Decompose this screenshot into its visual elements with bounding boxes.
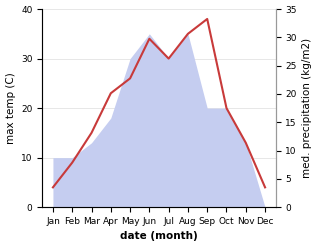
X-axis label: date (month): date (month) xyxy=(120,231,198,242)
Y-axis label: max temp (C): max temp (C) xyxy=(5,72,16,144)
Y-axis label: med. precipitation (kg/m2): med. precipitation (kg/m2) xyxy=(302,38,313,178)
